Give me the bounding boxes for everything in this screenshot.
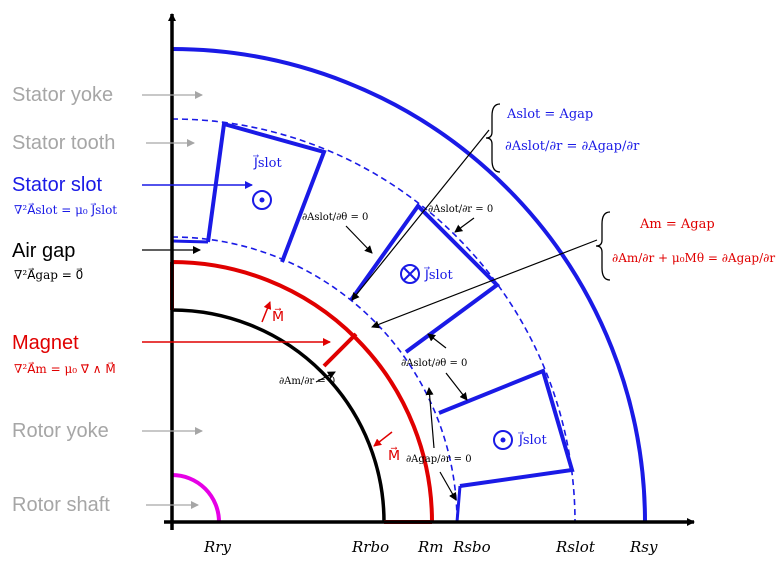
stator-slot-1	[206, 121, 327, 263]
bc-arrow-3	[445, 372, 468, 401]
bc-dAslot-dtheta-2: ∂Aslot/∂θ = 0	[401, 358, 467, 369]
label-m-vec-2: M⃗	[388, 446, 400, 464]
eq-slot-poisson: ∇²A⃗slot = μ₀ J⃗slot	[14, 202, 117, 217]
bc-m-gap-1: Am = Agap	[639, 217, 715, 232]
stator-yoke-outer-arc	[171, 47, 647, 523]
eq-magnet-poisson: ∇²A⃗m = μ₀ ∇⃗ ∧ M⃗	[14, 361, 116, 376]
brace-slot-gap	[485, 103, 501, 173]
bc-arrow-4	[315, 371, 336, 383]
bc-slot-gap-1: Aslot = Agap	[506, 107, 593, 122]
magnet-outline	[170, 260, 434, 524]
bc-arrow-5b	[439, 471, 457, 501]
label-r-sbo: Rsbo	[452, 538, 491, 556]
label-magnet: Magnet	[12, 332, 79, 354]
current-out-symbol-2	[493, 430, 513, 450]
bc-dAslot-dr-1: ∂Aslot/∂r = 0	[428, 204, 493, 215]
label-r-rbo: Rrbo	[351, 538, 389, 556]
eq-gap-laplace: ∇²A⃗gap = 0⃗	[14, 267, 83, 282]
slot-outer-dashed-arc	[171, 118, 576, 523]
label-air-gap: Air gap	[12, 240, 75, 262]
stator-slot-bottom-edge	[455, 485, 462, 523]
label-r-ry: Rry	[203, 538, 231, 556]
label-j-slot-2: J⃗slot	[423, 267, 453, 283]
brace-m-gap	[595, 211, 611, 281]
stator-slot-3	[438, 368, 575, 488]
label-j-slot-3: J⃗slot	[517, 432, 547, 448]
label-rotor-yoke: Rotor yoke	[12, 420, 109, 442]
label-stator-tooth: Stator tooth	[12, 132, 115, 154]
bc-arrow-1	[345, 225, 373, 254]
pointer-slot-gap-interface	[351, 129, 490, 301]
magnetization-arrow-1	[261, 301, 272, 323]
label-r-m: Rm	[417, 538, 444, 556]
rotor-shaft-arc	[171, 473, 221, 523]
stator-bore-dashed-arc	[171, 236, 458, 523]
bc-slot-gap-2: ∂Aslot/∂r = ∂Agap/∂r	[505, 139, 640, 154]
label-r-slot: Rslot	[555, 538, 596, 556]
label-j-slot-1: J⃗slot	[252, 155, 282, 171]
stator-slot-2	[349, 202, 501, 354]
label-stator-slot: Stator slot	[12, 174, 102, 196]
bc-dAm-dr: ∂Am/∂r = 0	[279, 376, 335, 387]
rotor-yoke-arc	[171, 308, 386, 523]
bc-arrow-2	[454, 217, 475, 233]
current-out-symbol-1	[252, 190, 272, 210]
label-m-vec-1: M⃗	[272, 307, 284, 325]
bc-arrow-5a	[425, 387, 435, 449]
bc-dAgap-dr: ∂Agap/∂r = 0	[406, 454, 472, 465]
pointer-m-gap-interface	[371, 239, 598, 329]
label-stator-yoke: Stator yoke	[12, 84, 113, 106]
bc-m-gap-2: ∂Am/∂r + μ₀Mθ = ∂Agap/∂r	[612, 251, 775, 265]
magnetization-arrow-2	[373, 431, 393, 447]
bc-dAslot-dtheta-1: ∂Aslot/∂θ = 0	[302, 212, 368, 223]
stator-slot-left-edge	[171, 239, 209, 244]
label-rotor-shaft: Rotor shaft	[12, 494, 110, 516]
bc-arrow-3b	[427, 333, 447, 349]
current-in-symbol	[400, 264, 420, 284]
label-r-sy: Rsy	[629, 538, 658, 556]
